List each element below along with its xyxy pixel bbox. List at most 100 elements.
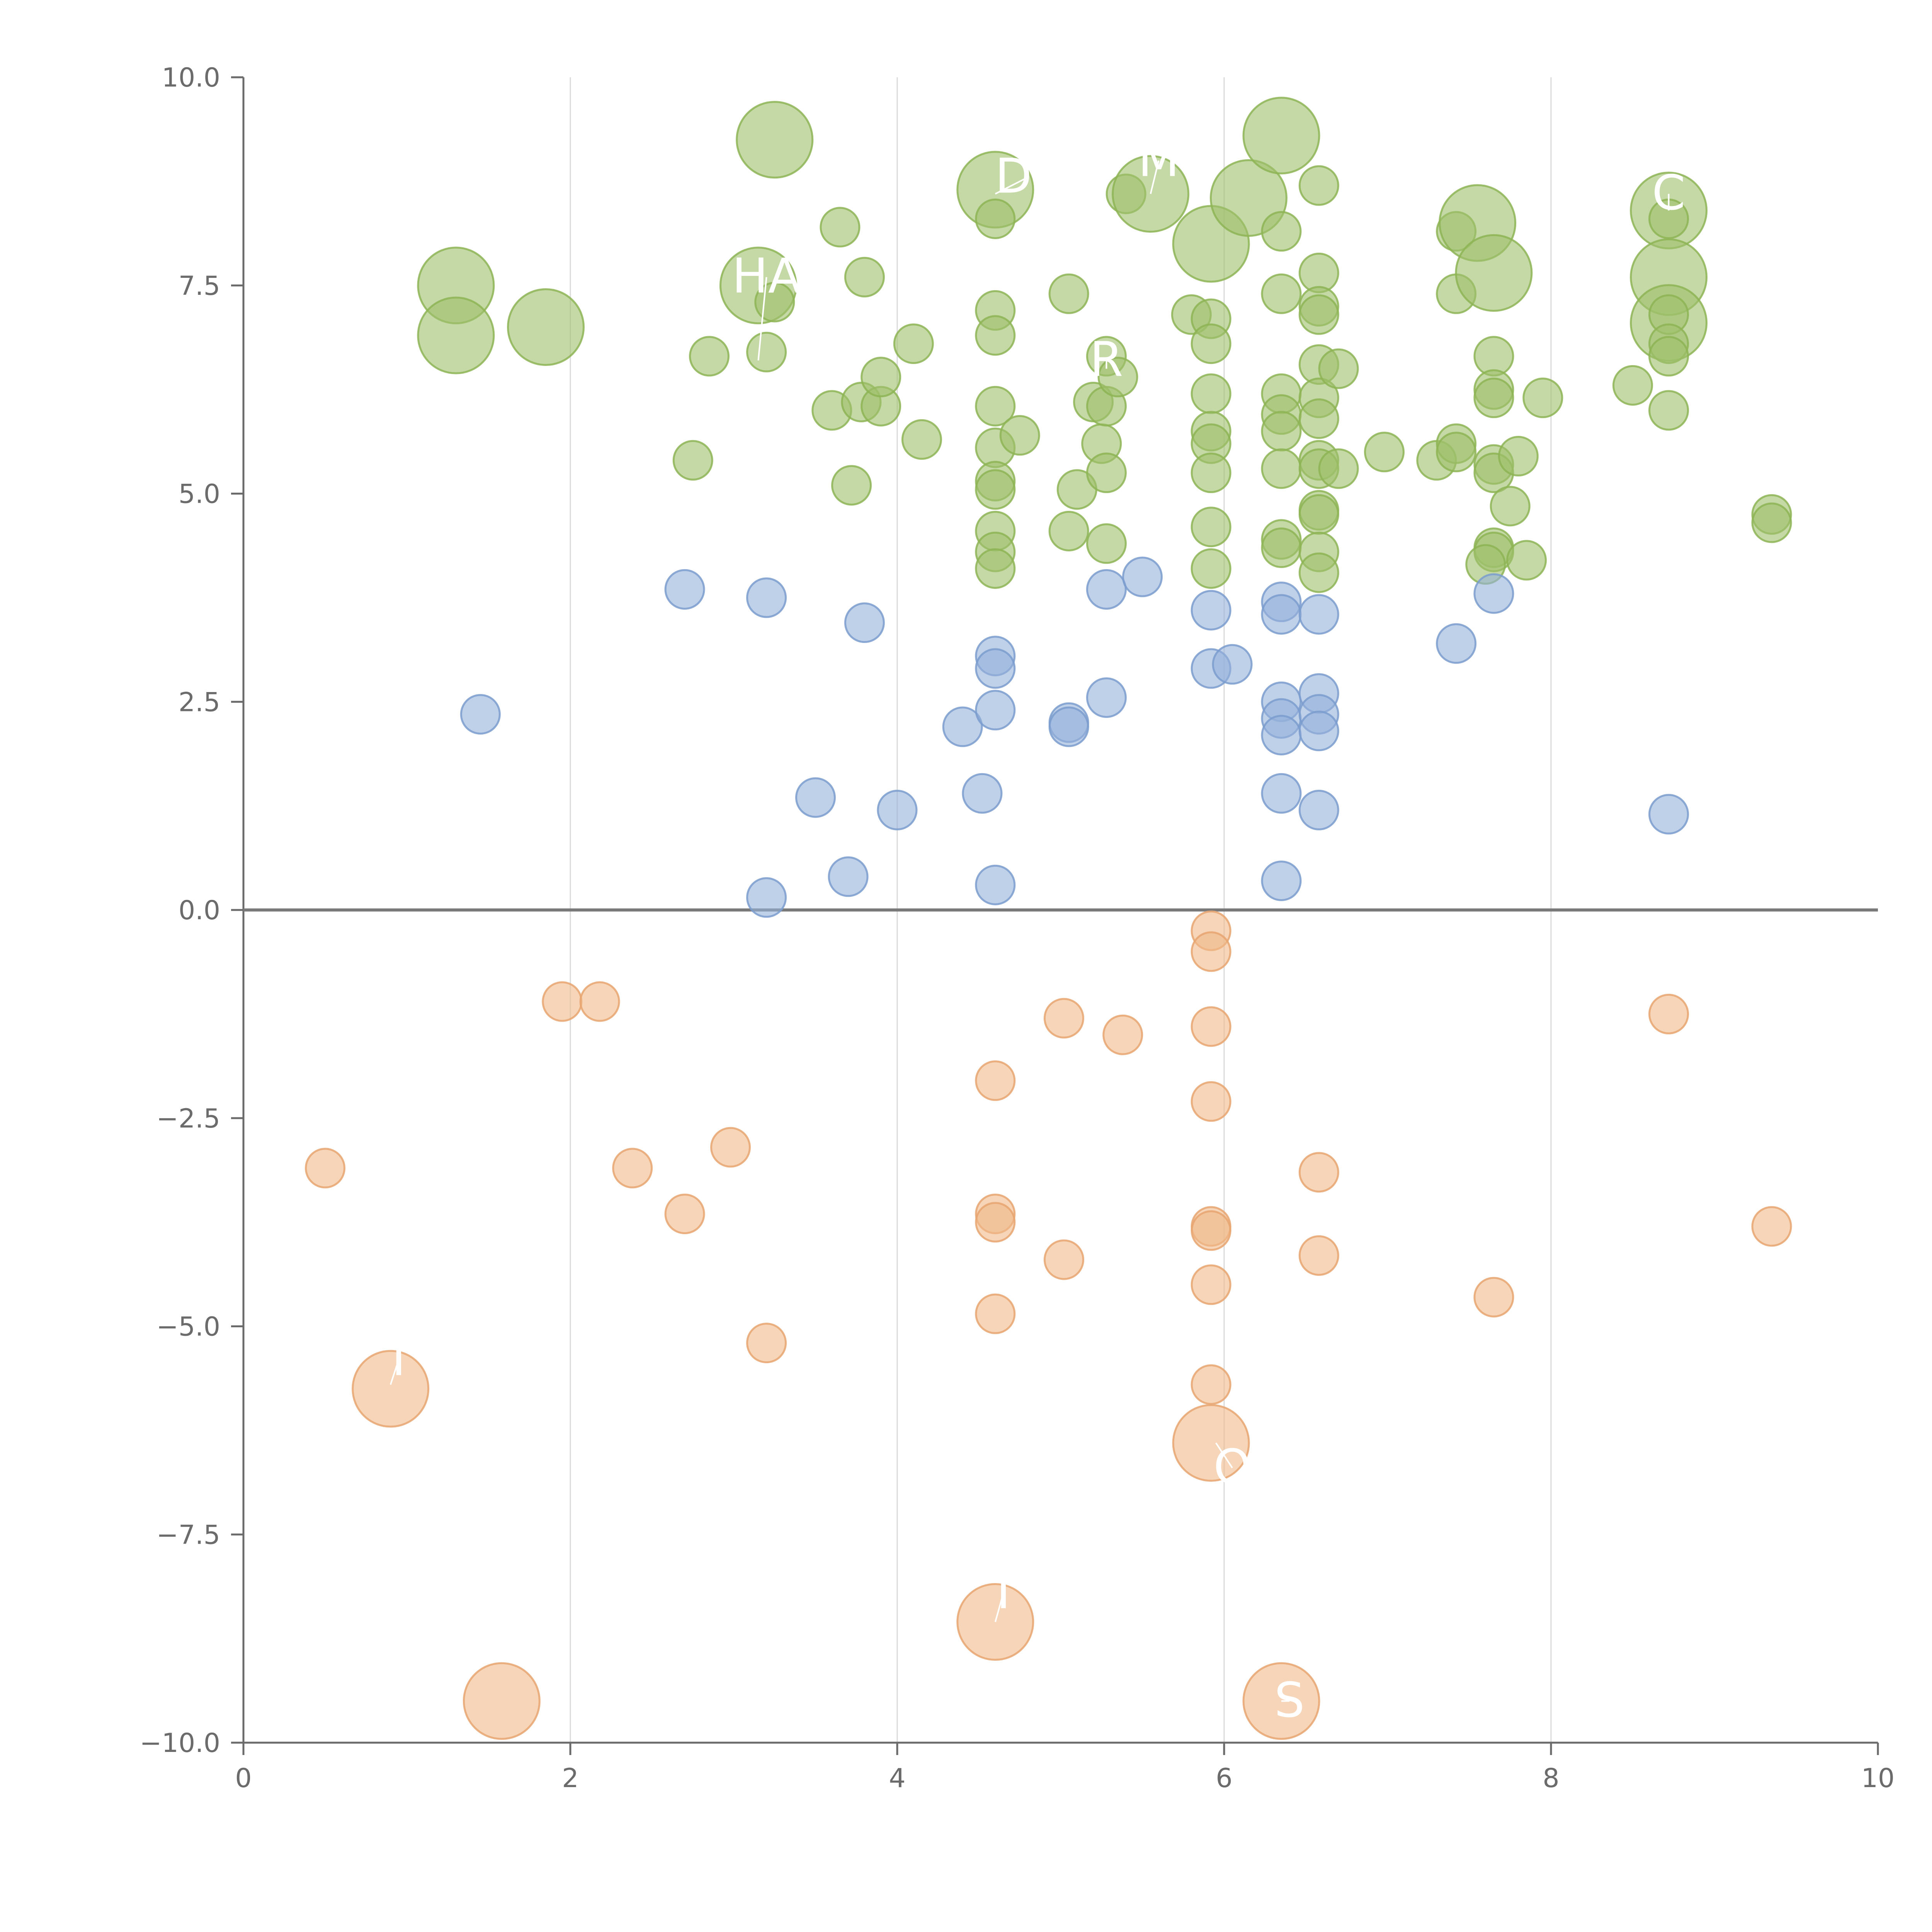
- data-point-low: [1043, 1239, 1084, 1280]
- data-point-high: [1318, 348, 1359, 389]
- data-point-low: [1190, 1264, 1231, 1305]
- y-tick-label: −2.5: [156, 1104, 220, 1134]
- data-point-high: [1298, 552, 1339, 593]
- data-point-high: [1473, 378, 1514, 418]
- data-point-high: [893, 323, 934, 364]
- annotation-label: T: [384, 1331, 414, 1387]
- data-point-low: [746, 1323, 787, 1364]
- data-point-mid: [664, 569, 705, 610]
- data-point-mid: [975, 648, 1016, 689]
- data-point-mid: [1436, 623, 1477, 664]
- data-point-low: [1102, 1014, 1143, 1055]
- x-tick-label: 10: [1861, 1763, 1895, 1794]
- data-point-mid: [828, 856, 869, 897]
- data-point-low: [1172, 1404, 1250, 1482]
- data-point-high: [975, 198, 1016, 239]
- annotation-label: O: [1213, 1439, 1251, 1495]
- annotation-layer: HA DP M R C S O T I: [384, 132, 1685, 1728]
- x-tick-label: 4: [889, 1763, 905, 1794]
- data-point-mid: [975, 690, 1016, 731]
- data-point-high: [999, 415, 1040, 456]
- data-point-low: [710, 1127, 751, 1168]
- data-point-low: [1190, 931, 1231, 972]
- annotation-leader-line: [757, 277, 767, 361]
- data-point-high: [1086, 452, 1127, 493]
- data-point-mid: [1261, 714, 1302, 755]
- annotation-label: R: [1090, 332, 1123, 388]
- data-point-high: [831, 465, 872, 506]
- data-point-high: [507, 288, 585, 366]
- y-tick-label: −5.0: [156, 1312, 220, 1342]
- data-point-high: [975, 469, 1016, 510]
- data-point-high: [689, 336, 730, 377]
- annotation-label: HA: [732, 248, 801, 304]
- data-point-high: [1261, 273, 1302, 314]
- data-point-low: [1190, 1081, 1231, 1122]
- data-point-mid: [460, 694, 501, 735]
- data-point-mid: [1048, 706, 1089, 747]
- data-point-high: [1190, 323, 1231, 364]
- data-point-high: [1190, 373, 1231, 414]
- x-tick-label: 2: [562, 1763, 578, 1794]
- data-point-low: [975, 1202, 1016, 1243]
- annotation-label: S: [1274, 1672, 1305, 1728]
- data-point-high: [1261, 411, 1302, 452]
- annotation-label: C: [1652, 165, 1685, 221]
- data-point-mid: [746, 877, 787, 918]
- data-point-low: [579, 981, 620, 1022]
- data-point-low: [1298, 1152, 1339, 1193]
- data-point-low: [463, 1662, 541, 1740]
- x-tick-label: 8: [1543, 1763, 1559, 1794]
- data-point-low: [1751, 1206, 1792, 1247]
- data-point-high: [672, 440, 713, 481]
- data-point-high: [1190, 507, 1231, 548]
- data-point-high: [1261, 211, 1302, 252]
- x-tick-label: 6: [1216, 1763, 1232, 1794]
- data-point-high: [1298, 165, 1339, 206]
- data-point-mid: [962, 773, 1003, 814]
- data-point-mid: [1212, 644, 1253, 685]
- annotation-leader-line: [389, 1359, 400, 1385]
- data-point-mid: [1473, 573, 1514, 614]
- data-point-high: [1261, 527, 1302, 568]
- data-point-mid: [1261, 773, 1302, 814]
- data-point-high: [975, 386, 1016, 427]
- data-point-mid: [1298, 789, 1339, 830]
- points-layer: [305, 97, 1792, 1740]
- annotation-leader-line: [994, 1592, 1004, 1622]
- data-point-low: [305, 1148, 345, 1189]
- annotation-label: M: [1138, 132, 1179, 188]
- annotation-leader-line: [1215, 1442, 1233, 1468]
- data-point-high: [901, 419, 942, 460]
- data-point-low: [1190, 1006, 1231, 1047]
- data-point-high: [746, 332, 787, 372]
- data-point-mid: [1122, 556, 1163, 597]
- y-tick-label: 0.0: [179, 895, 220, 926]
- data-point-mid: [1086, 569, 1127, 610]
- data-point-mid: [1261, 861, 1302, 901]
- data-point-high: [1048, 510, 1089, 551]
- y-tick-label: −7.5: [156, 1520, 220, 1550]
- x-tick-label: 0: [235, 1763, 252, 1794]
- data-point-high: [1612, 365, 1653, 406]
- data-point-high: [1648, 336, 1689, 377]
- data-point-mid: [1648, 794, 1689, 835]
- annotation-label: DP: [995, 149, 1061, 204]
- data-point-high: [1364, 432, 1405, 473]
- data-point-high: [975, 315, 1016, 356]
- data-point-low: [975, 1060, 1016, 1101]
- data-point-high: [417, 296, 495, 374]
- data-point-low: [612, 1148, 653, 1189]
- y-tick-label: 2.5: [179, 687, 220, 718]
- data-point-mid: [1298, 594, 1339, 635]
- data-point-low: [352, 1350, 430, 1428]
- data-point-high: [1498, 436, 1539, 477]
- data-point-high: [1086, 523, 1127, 564]
- annotation-leader-line: [1150, 160, 1160, 194]
- data-point-low: [664, 1194, 705, 1235]
- data-point-high: [820, 207, 861, 248]
- data-point-high: [1436, 432, 1477, 473]
- data-point-high: [861, 357, 901, 398]
